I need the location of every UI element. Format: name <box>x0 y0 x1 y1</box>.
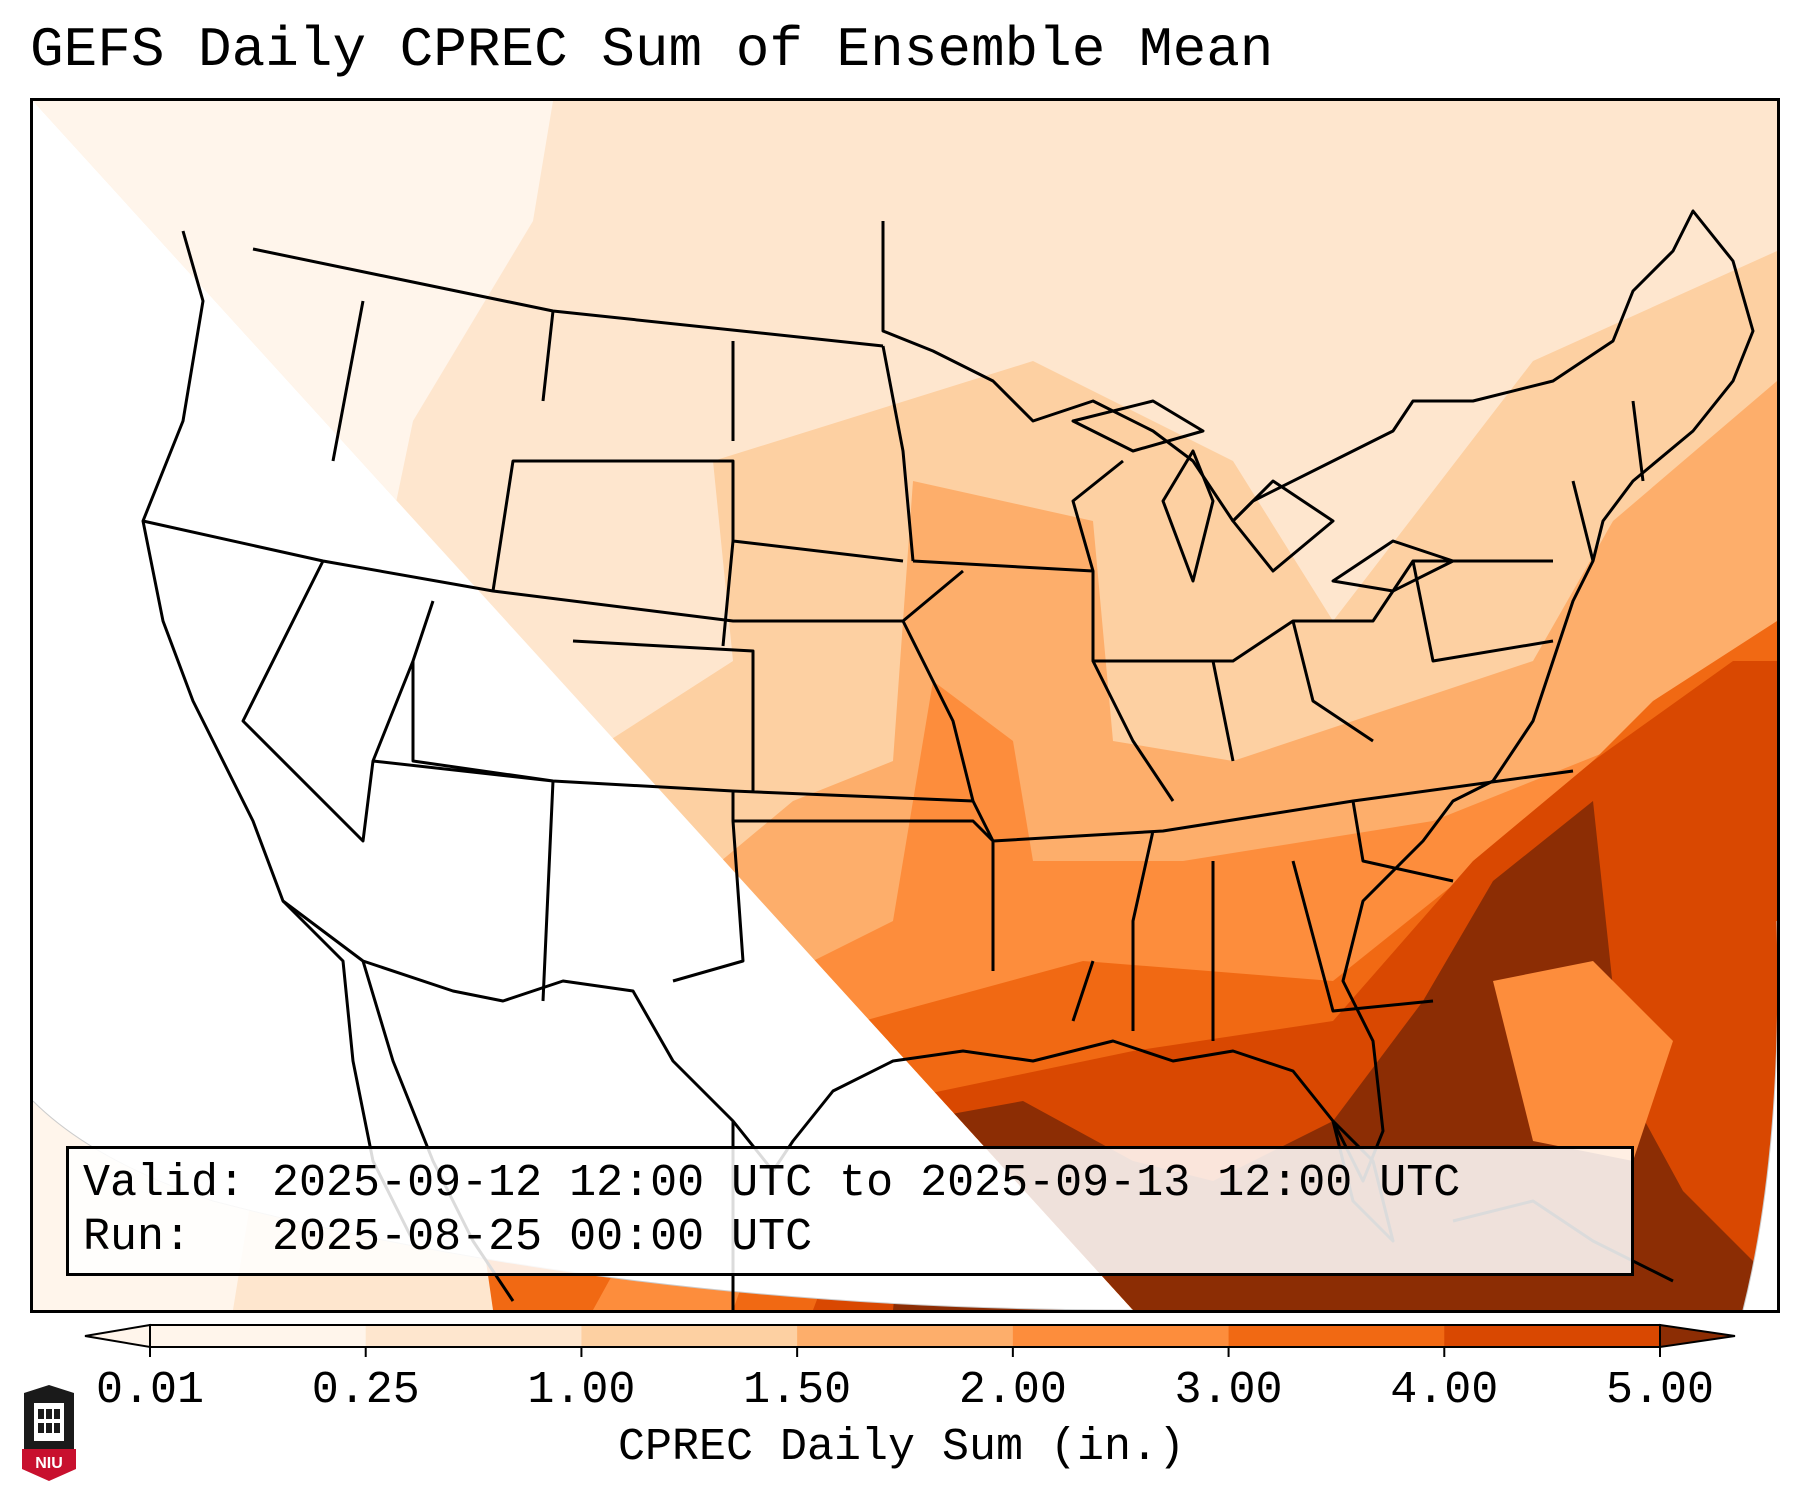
colorbar-tick-label: 3.00 <box>1175 1365 1283 1403</box>
colorbar-segment <box>797 1325 1014 1347</box>
colorbar-label: CPREC Daily Sum (in.) <box>617 1422 1186 1473</box>
valid-run-box: Valid: 2025-09-12 12:00 UTC to 2025-09-1… <box>66 1146 1634 1276</box>
colorbar-extend-low <box>84 1323 151 1349</box>
colorbar-tick-label: 0.25 <box>312 1365 420 1403</box>
colorbar-segment <box>1228 1325 1445 1347</box>
precip-field-atlantic-patch <box>1493 961 1673 1161</box>
great-lakes <box>1071 399 1455 593</box>
us-outline <box>141 209 1755 1183</box>
colorbar: 0.01 0.25 1.00 1.50 2.00 3.00 4.00 5.00 <box>84 1323 1736 1403</box>
colorbar-tick-label: 5.00 <box>1606 1365 1714 1403</box>
colorbar-tick-label: 1.50 <box>743 1365 851 1403</box>
precip-map-svg <box>33 101 1777 1310</box>
colorbar-segment <box>365 1325 582 1347</box>
precip-map <box>30 98 1780 1313</box>
logo-banner <box>22 1449 76 1481</box>
valid-label: Valid: <box>83 1158 246 1209</box>
logo-text: NIU <box>35 1455 63 1472</box>
niu-logo: NIU <box>22 1385 76 1481</box>
colorbar-segment <box>150 1325 367 1347</box>
colorbar-segment <box>1444 1325 1661 1347</box>
colorbar-segment <box>581 1325 798 1347</box>
colorbar-extend-high <box>1659 1323 1736 1349</box>
colorbar-segment <box>1012 1325 1230 1347</box>
colorbar-segments <box>84 1323 1736 1349</box>
colorbar-tick-label: 4.00 <box>1390 1365 1498 1403</box>
run-value: 2025-08-25 00:00 UTC <box>272 1212 813 1263</box>
chart-title: GEFS Daily CPREC Sum of Ensemble Mean <box>30 18 1274 82</box>
colorbar-outline <box>149 1324 1661 1348</box>
colorbar-tick-label: 2.00 <box>959 1365 1067 1403</box>
logo-building <box>34 1403 64 1441</box>
run-label: Run: <box>83 1212 192 1263</box>
colorbar-ticks: 0.01 0.25 1.00 1.50 2.00 3.00 4.00 5.00 <box>96 1347 1714 1403</box>
valid-value: 2025-09-12 12:00 UTC to 2025-09-13 12:00… <box>272 1158 1461 1209</box>
state-lines <box>142 300 1645 1041</box>
colorbar-tick-label: 1.00 <box>527 1365 635 1403</box>
colorbar-tick-label: 0.01 <box>96 1365 204 1403</box>
